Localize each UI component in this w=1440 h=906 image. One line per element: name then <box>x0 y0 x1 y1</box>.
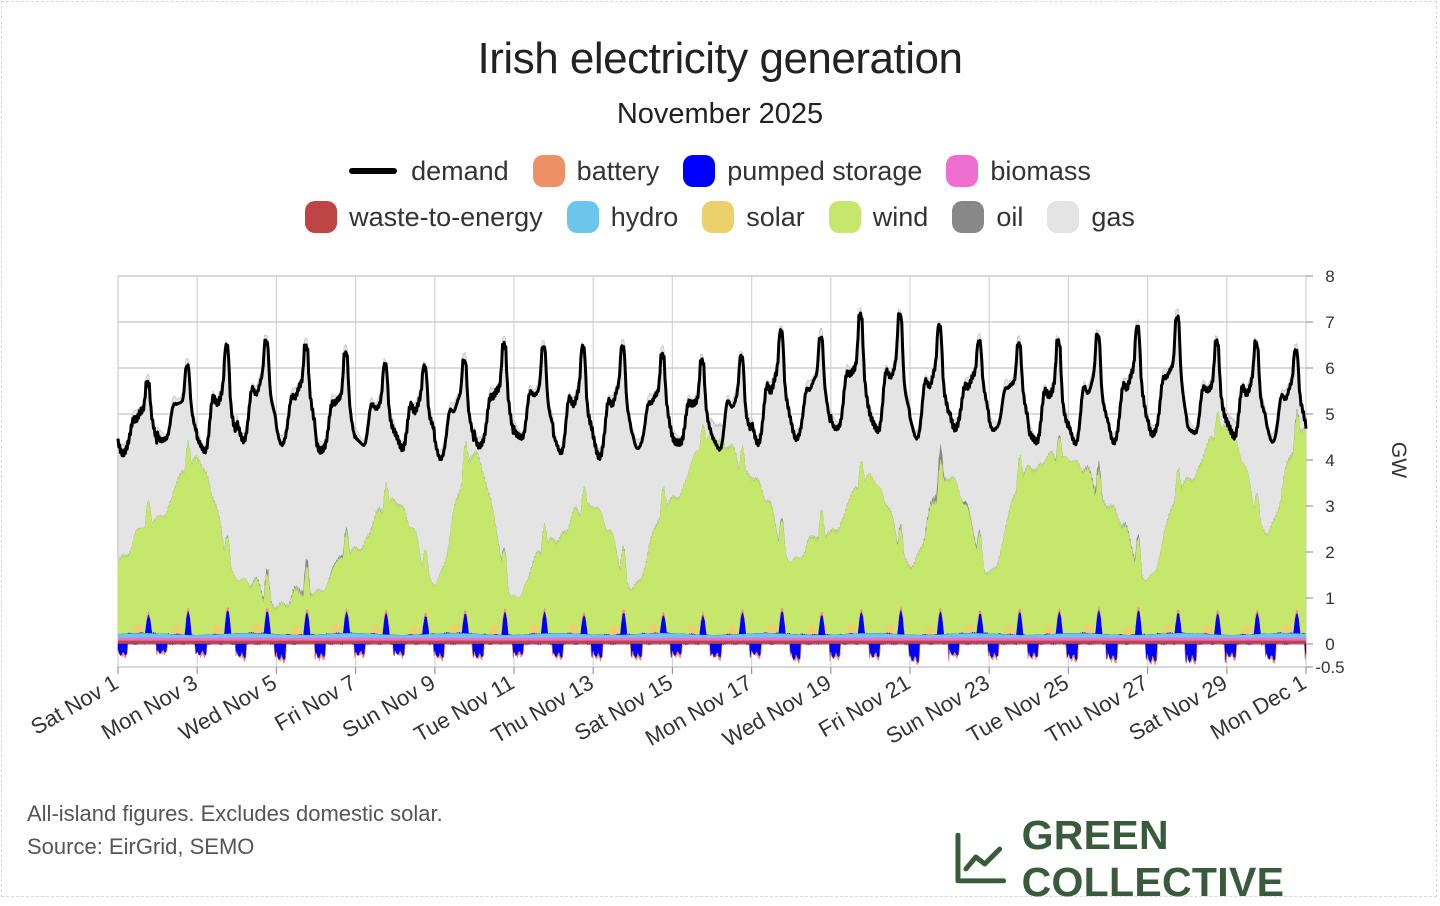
legend-row-1: demand battery pumped storage biomass <box>0 155 1440 187</box>
legend-label: oil <box>996 201 1024 232</box>
legend-item-gas: gas <box>1047 201 1135 233</box>
brand-name: GREEN COLLECTIVE <box>1021 812 1285 905</box>
legend-item-waste-to-energy: waste-to-energy <box>305 201 543 233</box>
legend-swatch <box>952 201 985 233</box>
legend-label: hydro <box>610 201 679 232</box>
legend-label: gas <box>1091 201 1135 232</box>
legend-swatch <box>828 201 861 233</box>
legend-item-battery: battery <box>532 155 660 187</box>
legend-swatch <box>1047 201 1080 233</box>
legend-label: battery <box>576 155 660 186</box>
legend-swatch <box>305 201 338 233</box>
legend-swatch <box>702 201 735 233</box>
legend-swatch <box>566 201 599 233</box>
legend-item-hydro: hydro <box>566 201 679 233</box>
legend-label: solar <box>746 201 805 232</box>
legend-item-pumped-storage: pumped storage <box>683 155 922 187</box>
legend-label: biomass <box>990 155 1091 186</box>
footnote-coverage: All-island figures. Excludes domestic so… <box>27 801 443 826</box>
chart-subtitle: November 2025 <box>616 98 824 130</box>
chart-title: Irish electricity generation <box>477 34 963 83</box>
legend-item-wind: wind <box>828 201 929 233</box>
brand-logo: GREEN COLLECTIVE <box>954 812 1440 906</box>
legend-row-2: waste-to-energy hydro solar wind oil gas <box>0 201 1440 233</box>
legend-label: pumped storage <box>727 155 923 186</box>
footnote-source: Source: EirGrid, SEMO <box>27 834 255 859</box>
legend-label: waste-to-energy <box>349 201 543 232</box>
legend-label: demand <box>411 155 509 186</box>
line-chart-icon <box>955 832 1007 884</box>
legend-item-oil: oil <box>952 201 1023 233</box>
legend-swatch <box>532 155 565 187</box>
legend-swatch <box>683 155 716 187</box>
legend-swatch <box>349 168 398 174</box>
legend-item-demand: demand <box>349 156 509 187</box>
legend-swatch <box>946 155 979 187</box>
legend-item-biomass: biomass <box>946 155 1091 187</box>
legend-item-solar: solar <box>702 201 805 233</box>
legend-label: wind <box>872 201 929 232</box>
